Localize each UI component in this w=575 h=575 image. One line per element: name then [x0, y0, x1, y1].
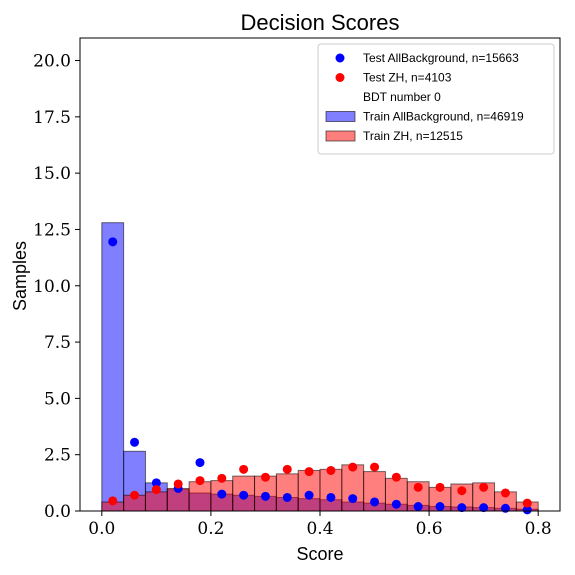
- test-point: [457, 486, 467, 496]
- legend-entry: Train ZH, n=12515: [325, 129, 463, 143]
- legend-entry: Train AllBackground, n=46919: [325, 110, 524, 124]
- legend-entry: BDT number 0: [363, 90, 441, 104]
- legend-marker: [335, 53, 345, 63]
- x-tick-label: 0.8: [525, 519, 552, 539]
- y-tick-label: 15.0: [33, 164, 71, 184]
- histogram-series-0: [101, 222, 539, 512]
- legend-entry: Test AllBackground, n=15663: [335, 51, 519, 65]
- y-tick-label: 12.5: [33, 220, 71, 240]
- x-tick-label: 0.2: [197, 519, 224, 539]
- test-point: [151, 478, 161, 488]
- test-point: [457, 503, 467, 513]
- test-point: [108, 237, 118, 247]
- test-point: [522, 498, 532, 508]
- legend-swatch: [325, 111, 356, 122]
- test-point: [522, 505, 532, 515]
- test-point: [217, 489, 227, 499]
- test-point: [348, 494, 358, 504]
- chart-title: Decision Scores: [241, 10, 400, 35]
- x-axis-title: Score: [296, 544, 343, 564]
- hist-bar: [297, 469, 321, 512]
- test-point: [500, 488, 510, 498]
- test-point: [370, 497, 380, 507]
- test-point: [435, 501, 445, 511]
- y-tick-label: 5.0: [44, 389, 71, 409]
- legend-label: Test ZH, n=4103: [363, 71, 452, 85]
- legend-marker: [335, 73, 345, 82]
- test-point: [326, 492, 336, 502]
- x-tick-label: 0.6: [416, 519, 443, 539]
- test-point: [479, 503, 489, 513]
- test-point: [413, 482, 423, 492]
- test-point: [239, 464, 249, 474]
- test-point: [239, 490, 249, 500]
- test-point: [130, 437, 140, 447]
- hist-bar: [101, 222, 125, 512]
- y-tick-label: 2.5: [44, 446, 71, 466]
- hist-bar: [188, 481, 212, 512]
- test-point: [108, 496, 118, 506]
- test-point: [479, 482, 489, 492]
- test-point: [326, 465, 336, 475]
- test-point: [217, 473, 227, 483]
- x-tick-label: 0.0: [88, 519, 115, 539]
- test-point: [195, 458, 205, 468]
- test-point: [370, 462, 380, 472]
- test-point: [260, 472, 270, 482]
- hist-bar: [144, 491, 168, 512]
- legend-box: [317, 43, 555, 155]
- test-point: [130, 490, 140, 500]
- point-series-1: [108, 462, 532, 508]
- test-point: [304, 490, 314, 500]
- x-tick-label: 0.4: [306, 519, 333, 539]
- test-point: [282, 464, 292, 474]
- legend-label: Train AllBackground, n=46919: [363, 110, 524, 124]
- legend-label: Test AllBackground, n=15663: [363, 51, 519, 65]
- legend-label: Train ZH, n=12515: [363, 129, 463, 143]
- y-tick-label: 10.0: [33, 277, 71, 297]
- histogram-series-1: [101, 464, 539, 512]
- hist-bar: [341, 464, 365, 512]
- test-point: [260, 491, 270, 501]
- hist-bar: [275, 473, 299, 512]
- test-point: [195, 476, 205, 486]
- legend-swatch: [325, 130, 356, 142]
- test-point: [413, 501, 423, 511]
- y-tick-label: 0.0: [44, 502, 71, 522]
- test-point: [151, 485, 161, 495]
- test-point: [348, 462, 358, 472]
- legend: Test AllBackground, n=15663 Test ZH, n=41…: [317, 43, 555, 155]
- y-tick-label: 20.0: [33, 52, 71, 72]
- test-point: [435, 482, 445, 492]
- axes: 0.0 0.2 0.4 0.6 0.8 0.0 2.5 5.0 7.5 10.0 12.5 15.0 1…: [33, 37, 561, 539]
- legend-label: BDT number 0: [363, 90, 441, 104]
- hist-bar: [319, 468, 343, 512]
- test-point: [173, 479, 183, 489]
- y-tick-label: 7.5: [44, 333, 71, 353]
- test-point: [391, 499, 401, 509]
- test-point: [282, 492, 292, 502]
- y-tick-label: 17.5: [33, 108, 71, 128]
- legend-entry: Test ZH, n=4103: [335, 71, 452, 85]
- test-point: [391, 472, 401, 482]
- test-point: [304, 467, 314, 477]
- plot-area: [101, 222, 539, 515]
- y-axis-title: Samples: [10, 241, 30, 311]
